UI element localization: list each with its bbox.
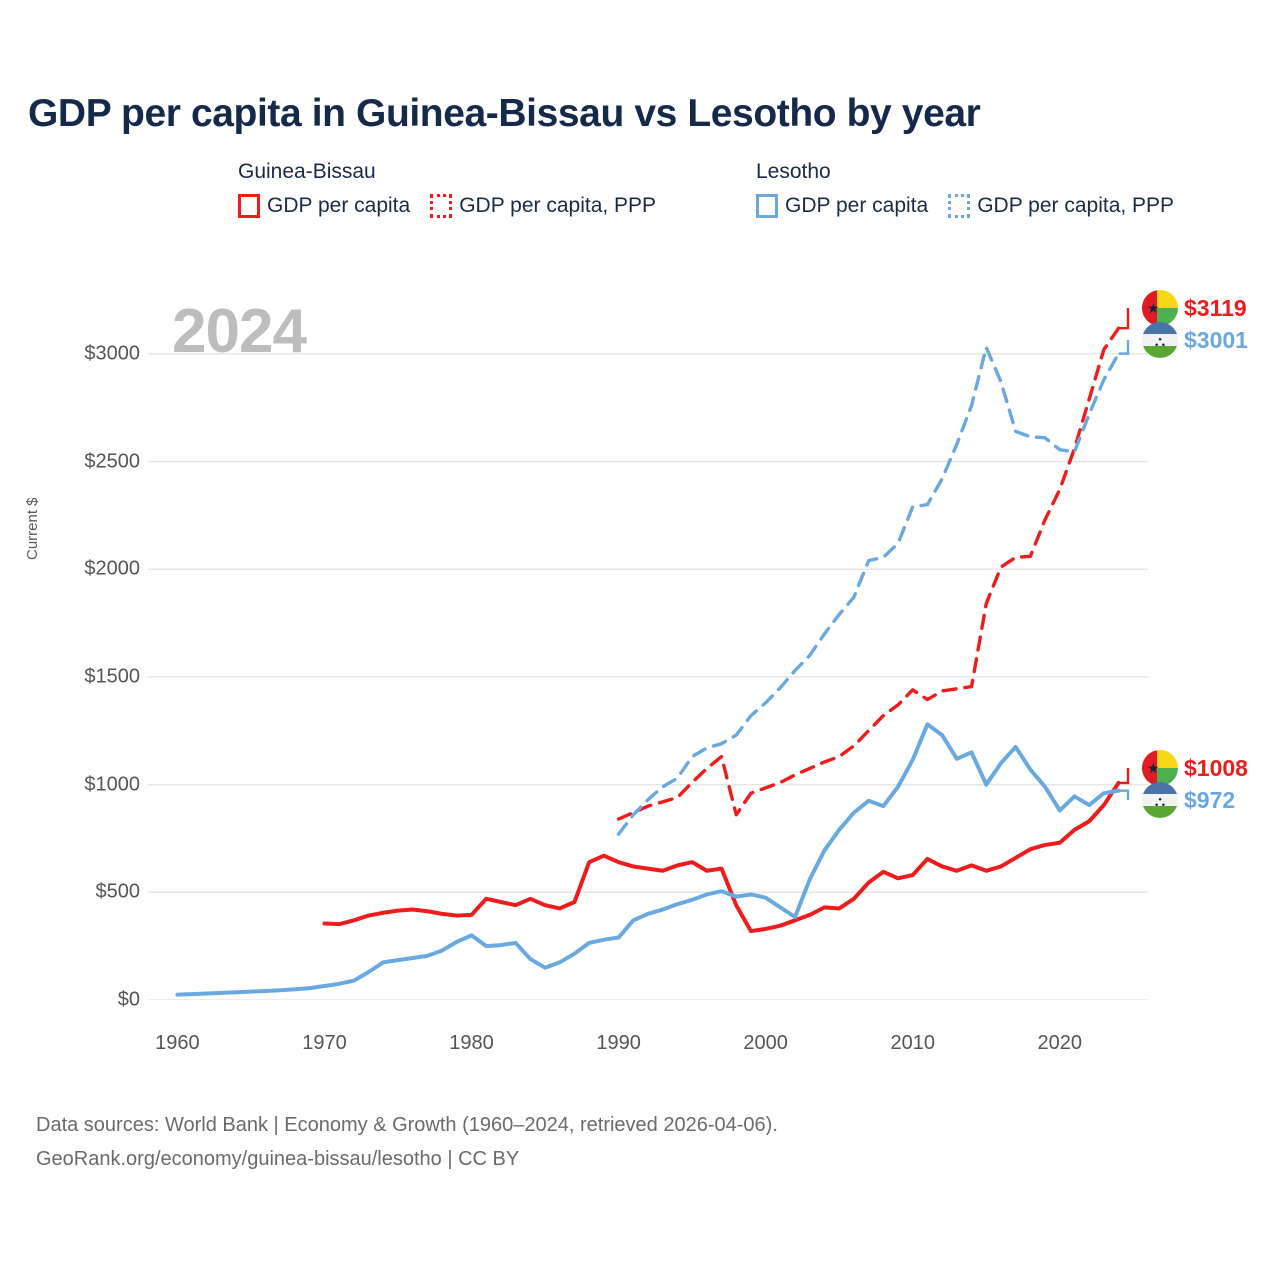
legend-item-label: GDP per capita — [785, 194, 929, 217]
legend-group-lesotho: Lesotho GDP per capita GDP per capita, P… — [756, 160, 1194, 218]
flag-star-icon: ★ — [1147, 300, 1160, 316]
y-axis-tick-label: $3000 — [84, 342, 140, 365]
y-axis-tick-label: $0 — [117, 988, 140, 1011]
series-end-value: $3001 — [1184, 327, 1248, 353]
flag-band — [1142, 290, 1158, 326]
flag-lesotho-icon: ⛬ — [1142, 322, 1178, 358]
legend-item-gb-gdp[interactable]: GDP per capita — [238, 194, 410, 218]
flag-band — [1142, 750, 1158, 786]
x-axis-tick-label: 1960 — [155, 1032, 200, 1054]
footer: Data sources: World Bank | Economy & Gro… — [36, 1108, 778, 1176]
series-end-value: $972 — [1184, 787, 1236, 813]
legend-swatch-solid-red-icon — [238, 194, 260, 218]
legend-group-guinea-bissau: Guinea-Bissau GDP per capita GDP per cap… — [238, 160, 676, 218]
legend-item-label: GDP per capita, PPP — [459, 194, 657, 217]
series-end-value: $1008 — [1184, 755, 1248, 781]
x-axis-tick-label: 1970 — [302, 1032, 347, 1054]
series-line — [616, 345, 1121, 836]
flag-star-icon: ★ — [1147, 760, 1160, 776]
plot-area — [148, 300, 1148, 1000]
legend-item-label: GDP per capita — [267, 194, 411, 217]
legend-item-ls-gdp[interactable]: GDP per capita — [756, 194, 928, 218]
flag-lesotho-icon: ⛬ — [1142, 782, 1178, 818]
end-label-leader-line — [1118, 789, 1130, 800]
legend-item-ls-gdp-ppp[interactable]: GDP per capita, PPP — [948, 194, 1174, 218]
end-label-leader-line — [1118, 768, 1130, 785]
legend-swatch-dotted-red-icon — [430, 194, 453, 218]
end-label-leader-line — [1118, 340, 1130, 355]
footer-line-sources: Data sources: World Bank | Economy & Gro… — [36, 1114, 778, 1136]
x-axis-tick-label: 2010 — [890, 1032, 935, 1054]
flag-hat-icon: ⛬ — [1154, 333, 1166, 351]
chart-svg — [148, 308, 1148, 1000]
flag-guinea-bissau-icon: ★ — [1142, 290, 1178, 326]
y-axis-tick-label: $500 — [95, 880, 141, 903]
flag-hat-icon: ⛬ — [1154, 793, 1166, 811]
y-axis-tick-label: $1500 — [84, 665, 140, 688]
series-line — [175, 722, 1121, 997]
legend-swatch-solid-blue-icon — [756, 194, 778, 218]
x-axis-tick-label: 2000 — [743, 1032, 788, 1054]
y-axis-label: Current $ — [24, 497, 41, 560]
y-axis-tick-label: $2500 — [84, 450, 140, 473]
series-line — [322, 780, 1121, 934]
legend-item-gb-gdp-ppp[interactable]: GDP per capita, PPP — [430, 194, 656, 218]
series-line — [616, 326, 1121, 821]
flag-guinea-bissau-icon: ★ — [1142, 750, 1178, 786]
x-axis-tick-label: 2020 — [1037, 1032, 1083, 1054]
legend-country-name: Guinea-Bissau — [238, 160, 376, 183]
y-axis-tick-label: $2000 — [84, 557, 140, 580]
x-axis-tick-label: 1990 — [596, 1032, 641, 1054]
legend-country-name: Lesotho — [756, 160, 831, 183]
legend-swatch-dotted-blue-icon — [948, 194, 971, 218]
y-axis-tick-label: $1000 — [84, 773, 140, 796]
x-axis-tick-label: 1980 — [449, 1032, 494, 1054]
series-end-value: $3119 — [1184, 295, 1247, 321]
end-label-leader-line — [1118, 308, 1130, 330]
legend-item-label: GDP per capita, PPP — [977, 194, 1175, 217]
footer-line-attribution[interactable]: GeoRank.org/economy/guinea-bissau/lesoth… — [36, 1148, 520, 1170]
page-title: GDP per capita in Guinea-Bissau vs Lesot… — [28, 92, 981, 135]
chart-legend: Guinea-Bissau GDP per capita GDP per cap… — [0, 160, 1280, 250]
